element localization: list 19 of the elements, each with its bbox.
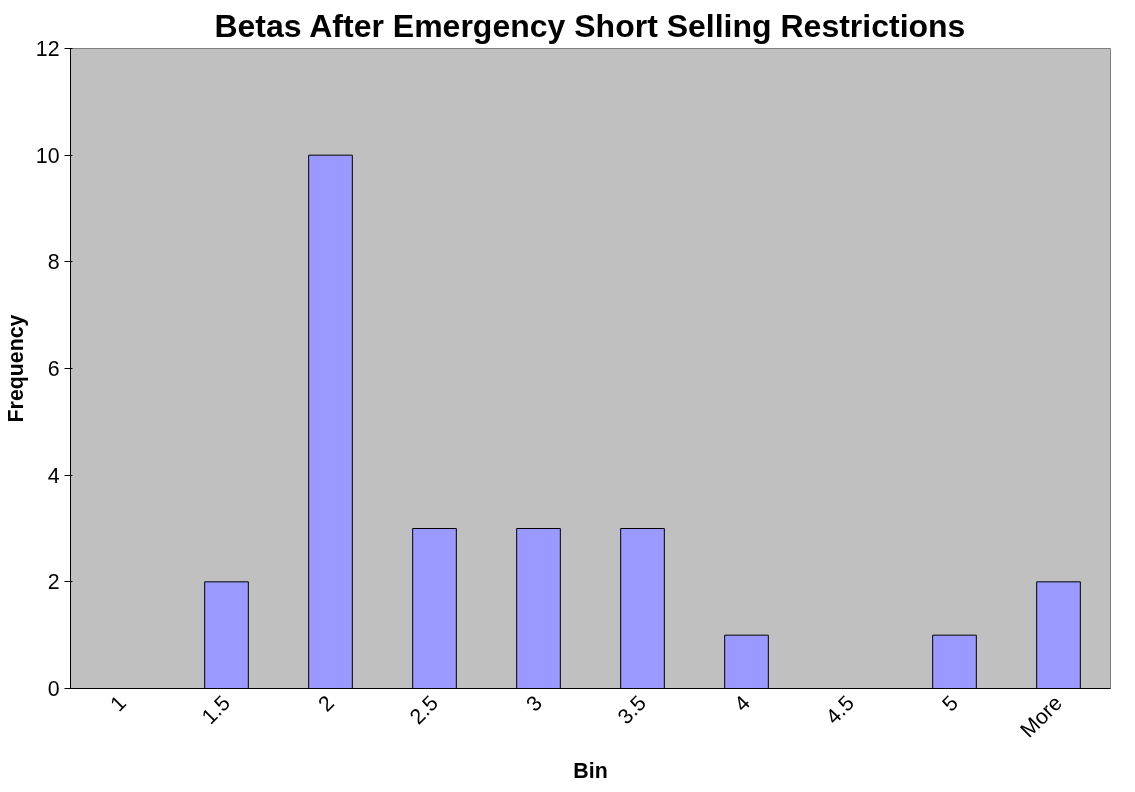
x-tick-label: 1.5 — [197, 691, 235, 729]
x-tick-label: 1 — [105, 691, 131, 717]
y-axis-title: Frequency — [3, 314, 28, 423]
y-tick-label: 12 — [35, 37, 60, 61]
x-tick-label: 4.5 — [821, 691, 859, 729]
y-tick-label: 8 — [47, 250, 60, 275]
x-tick-label: 3.5 — [613, 691, 651, 729]
y-tick-label: 0 — [47, 677, 60, 701]
x-tick-label: 3 — [521, 691, 547, 717]
x-tick-label: 4 — [729, 690, 756, 717]
y-tick-label: 2 — [47, 570, 60, 595]
x-tick-label: 2.5 — [405, 691, 443, 729]
y-tick-label: 4 — [47, 463, 60, 488]
y-tick-label: 10 — [35, 143, 60, 168]
x-axis-title: Bin — [573, 758, 608, 783]
y-tick-label: 6 — [47, 357, 60, 381]
x-tick-label: 2 — [313, 691, 339, 717]
x-tick-label: 5 — [937, 691, 963, 717]
chart-title: Betas After Emergency Short Selling Restrictions — [214, 7, 966, 44]
